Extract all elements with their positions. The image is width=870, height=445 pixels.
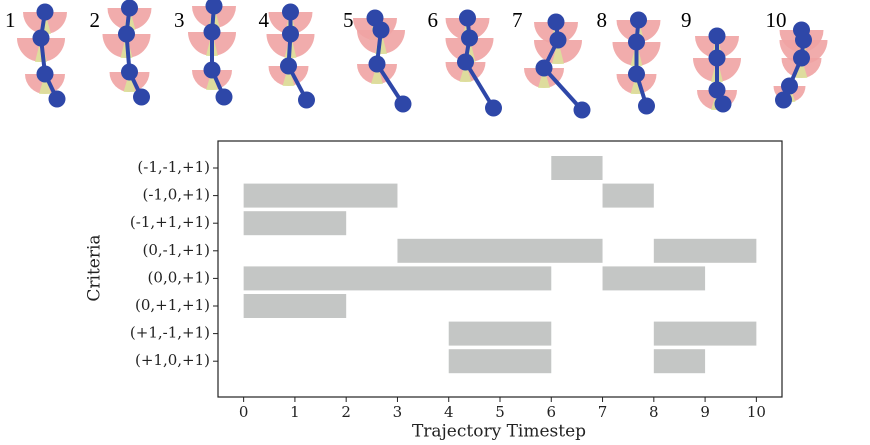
- range-bar: [654, 239, 757, 263]
- x-tick-label: 6: [546, 403, 556, 421]
- arm-joint: [775, 92, 792, 109]
- arm-joint: [121, 64, 138, 81]
- frame-label: 3: [174, 8, 185, 32]
- arm-joint: [118, 26, 135, 43]
- x-tick-label: 10: [747, 403, 766, 421]
- arm-joint: [369, 56, 386, 73]
- range-bar: [397, 239, 602, 263]
- frame-label: 1: [5, 8, 16, 32]
- range-bar: [449, 322, 552, 346]
- range-bar: [654, 349, 705, 373]
- frame-label: 7: [512, 8, 523, 32]
- range-bar: [603, 266, 706, 290]
- y-tick-label: (-1,-1,+1): [137, 158, 210, 176]
- arm-joint: [628, 34, 645, 51]
- arm-joint: [121, 0, 138, 17]
- arm-joint: [204, 24, 221, 41]
- x-tick-label: 1: [290, 403, 300, 421]
- arm-joint: [793, 50, 810, 67]
- range-bar: [244, 294, 347, 318]
- arm-joint: [709, 50, 726, 67]
- frame-label: 9: [681, 8, 692, 32]
- arm-joint: [37, 4, 54, 21]
- arm-joint: [461, 30, 478, 47]
- arm-joint: [282, 26, 299, 43]
- x-axis-label: Trajectory Timestep: [412, 422, 586, 442]
- arm-joint: [204, 62, 221, 79]
- arm-joint: [373, 22, 390, 39]
- x-tick-label: 3: [393, 403, 403, 421]
- arm-joint: [280, 58, 297, 75]
- frame-label: 6: [428, 8, 439, 32]
- frame-label: 2: [90, 8, 101, 32]
- x-tick-label: 2: [341, 403, 351, 421]
- x-tick-label: 9: [700, 403, 710, 421]
- frame-label: 10: [766, 8, 787, 32]
- arm-joint: [715, 96, 732, 113]
- arm-joint: [709, 28, 726, 45]
- y-tick-label: (-1,0,+1): [142, 186, 210, 204]
- arm-joint: [536, 60, 553, 77]
- frame-label: 8: [597, 8, 608, 32]
- frame-label: 4: [259, 8, 270, 32]
- arm-joint: [37, 66, 54, 83]
- y-axis-label: Criteria: [85, 234, 105, 301]
- range-bar: [449, 349, 552, 373]
- arm-joint: [298, 92, 315, 109]
- range-bar: [654, 322, 757, 346]
- arm-joint: [485, 100, 502, 117]
- arm-joint: [459, 10, 476, 27]
- range-bar: [244, 211, 347, 235]
- range-bar: [551, 156, 602, 180]
- x-tick-label: 7: [598, 403, 608, 421]
- y-tick-label: (-1,+1,+1): [130, 213, 210, 231]
- arm-joint: [282, 4, 299, 21]
- arm-joint: [395, 96, 412, 113]
- x-tick-label: 5: [495, 403, 505, 421]
- figure: 12345678910 Trajectory Timestep Criteria…: [0, 0, 870, 445]
- arm-joint: [133, 89, 150, 106]
- y-tick-label: (0,0,+1): [148, 268, 210, 286]
- arm-joint: [457, 54, 474, 71]
- range-bar: [244, 266, 552, 290]
- arm-joint: [638, 98, 655, 115]
- arm-joint: [216, 89, 233, 106]
- arm-joint: [548, 14, 565, 31]
- x-tick-label: 8: [649, 403, 659, 421]
- arm-joint: [628, 66, 645, 83]
- x-tick-label: 0: [239, 403, 249, 421]
- y-tick-label: (+1,-1,+1): [130, 324, 210, 342]
- arm-joint: [49, 91, 66, 108]
- arm-joint: [574, 102, 591, 119]
- y-tick-label: (0,+1,+1): [135, 296, 210, 314]
- arm-joint: [630, 12, 647, 29]
- arm-joint: [550, 32, 567, 49]
- arm-joint: [795, 32, 812, 49]
- y-tick-label: (0,-1,+1): [142, 241, 210, 259]
- y-tick-label: (+1,0,+1): [135, 351, 210, 369]
- range-bar: [603, 184, 654, 208]
- x-tick-label: 4: [444, 403, 454, 421]
- frame-label: 5: [343, 8, 354, 32]
- arm-joint: [33, 30, 50, 47]
- range-bar: [244, 184, 398, 208]
- arm-frames: 1 2 3 4 5 6 7 8 9 10: [5, 0, 828, 119]
